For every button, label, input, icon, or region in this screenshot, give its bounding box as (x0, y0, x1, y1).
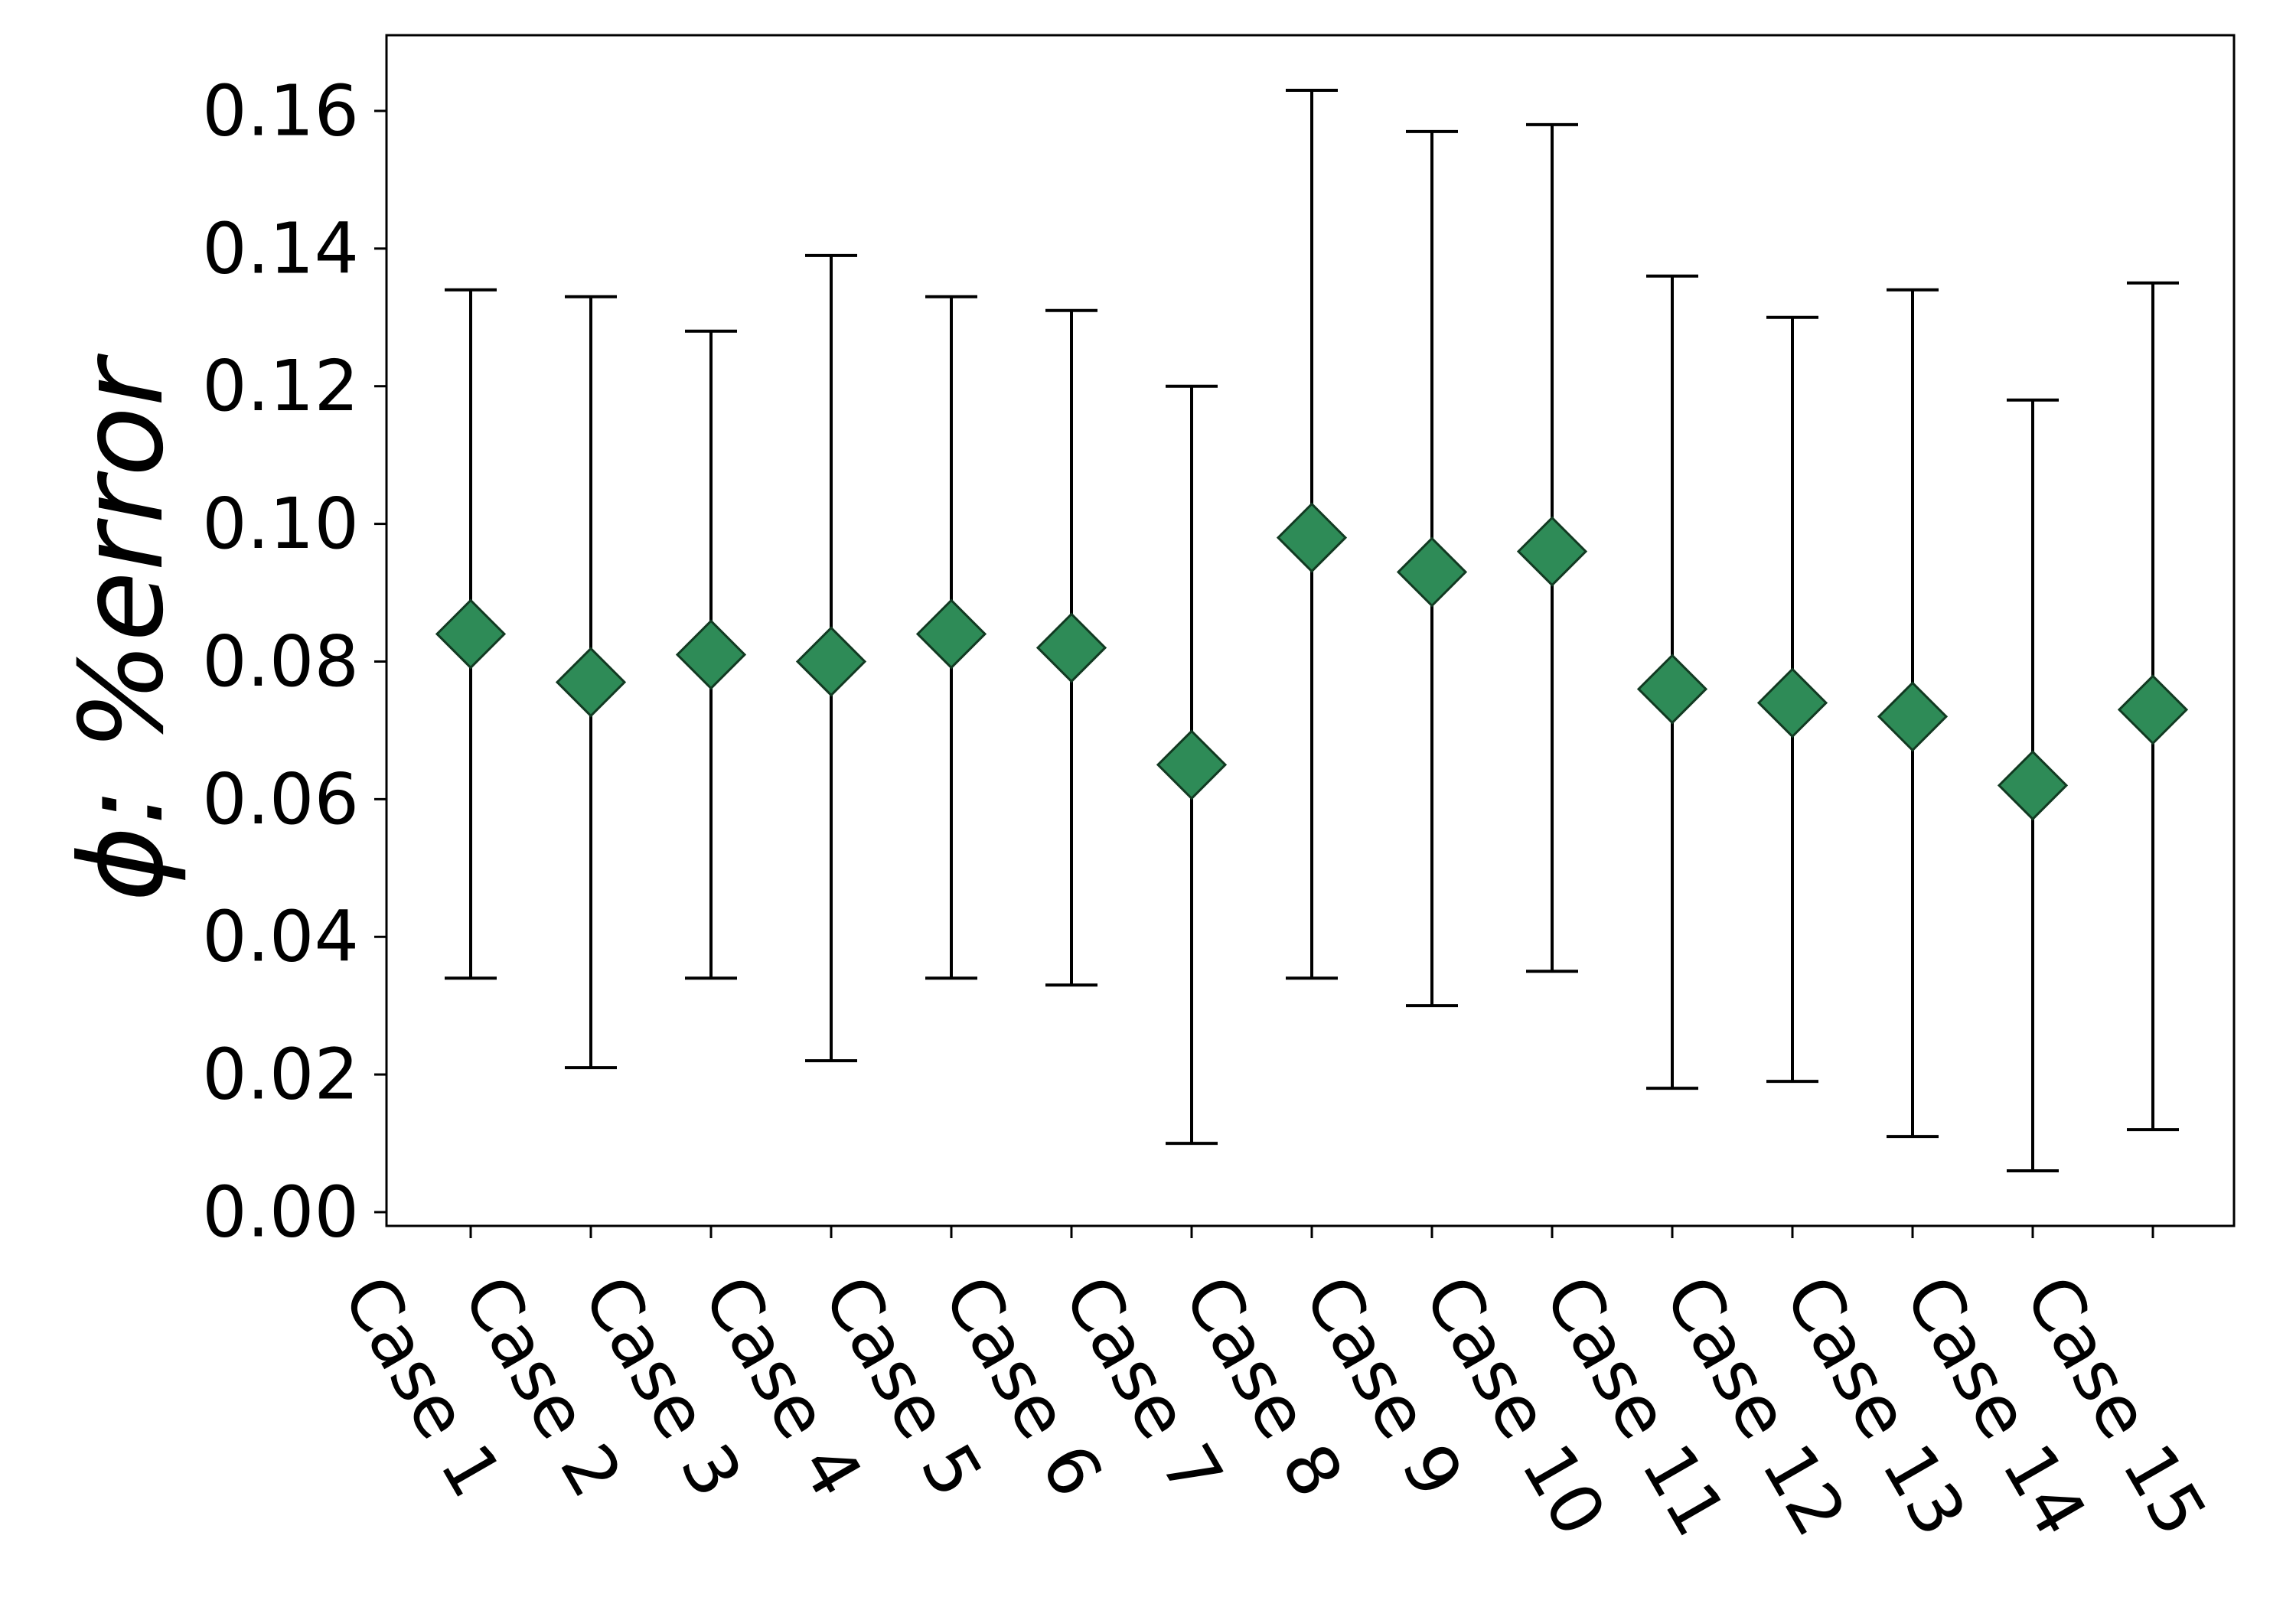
y-tick-label: 0.16 (202, 70, 359, 152)
data-point (915, 598, 987, 670)
plot-frame (385, 34, 2236, 1227)
data-point (1396, 536, 1468, 608)
data-point (795, 626, 867, 697)
data-point (1877, 681, 1949, 752)
data-markers (435, 502, 2189, 821)
data-point (1516, 516, 1588, 587)
y-tick-label: 0.14 (202, 207, 359, 289)
svg-text:ϕ: %error: ϕ: %error (56, 353, 189, 901)
data-point (1636, 654, 1708, 725)
data-point (435, 598, 507, 670)
data-point (675, 619, 747, 690)
data-point (555, 647, 627, 718)
y-tick-label: 0.00 (202, 1172, 359, 1253)
y-tick-label: 0.02 (202, 1034, 359, 1116)
data-point (1276, 502, 1348, 573)
y-tick-label: 0.12 (202, 345, 359, 427)
y-axis-label: ϕ: %error (56, 353, 189, 901)
data-point (1997, 750, 2069, 821)
y-tick-label: 0.08 (202, 621, 359, 702)
y-axis-label-text: : %error (56, 353, 189, 826)
y-tick-label: 0.06 (202, 758, 359, 840)
data-point (1756, 667, 1828, 738)
y-axis-label-symbol: ϕ (56, 826, 189, 901)
y-tick-label: 0.04 (202, 896, 359, 978)
y-axis-ticks: 0.00 0.02 0.04 0.06 0.08 0.10 0.12 0.14 0.16 (202, 70, 386, 1253)
data-point (2117, 674, 2189, 745)
y-tick-label: 0.10 (202, 483, 359, 565)
data-point (1035, 612, 1107, 683)
data-point (1156, 729, 1228, 800)
